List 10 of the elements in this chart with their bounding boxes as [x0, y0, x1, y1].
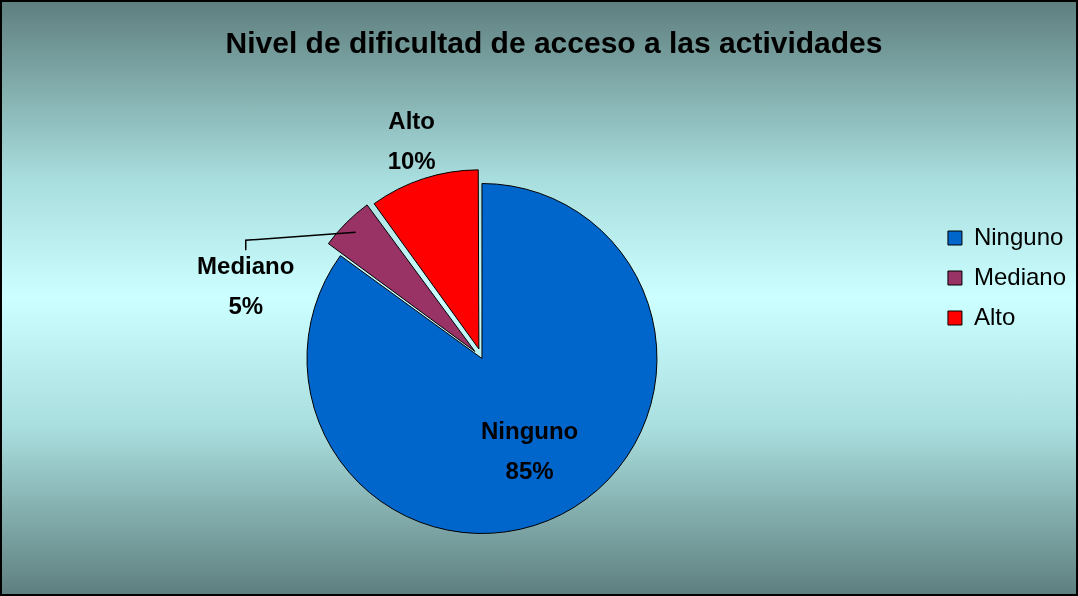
slice-label: Alto [388, 106, 435, 134]
data-label: 5% [228, 291, 264, 319]
legend-label: Alto [973, 302, 1016, 330]
data-label: 85% [505, 456, 554, 484]
legend-label: Mediano [973, 262, 1066, 290]
legend-label: Ninguno [973, 222, 1064, 250]
data-label: 10% [387, 146, 436, 174]
chart-title: Nivel de dificultad de acceso a las actividades [225, 26, 883, 60]
slice-label: Ninguno [480, 416, 579, 444]
slice-label: Mediano [197, 251, 295, 279]
